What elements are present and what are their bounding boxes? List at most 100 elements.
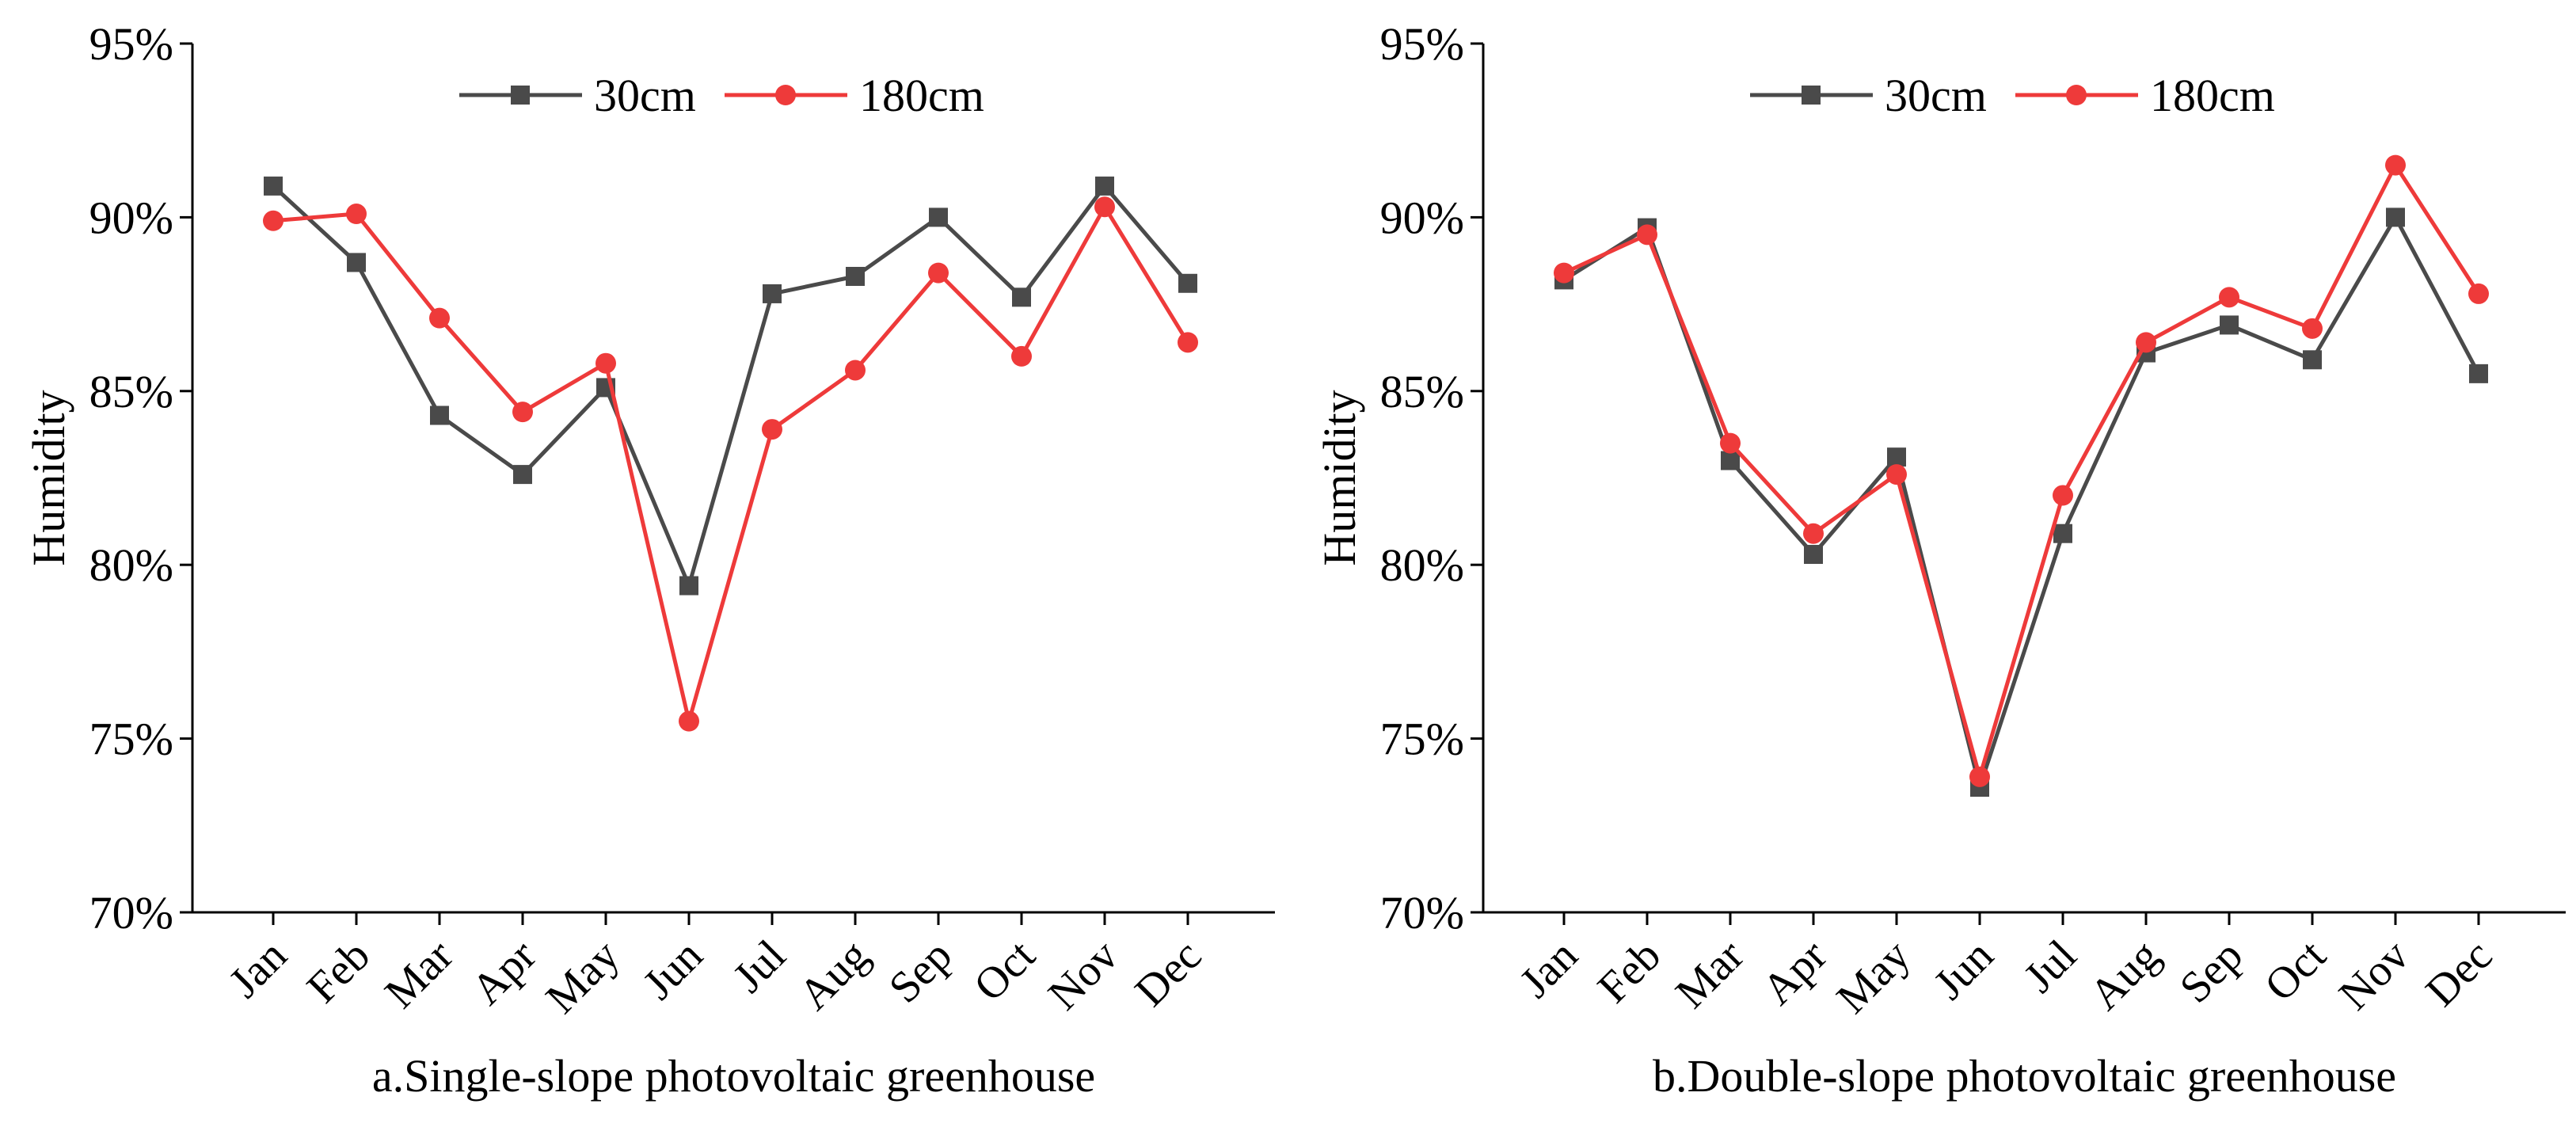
legend: 30cm 180cm — [459, 70, 984, 121]
x-tick-label: Aug — [790, 931, 878, 1019]
data-point-30cm — [846, 266, 865, 286]
y-axis-title: Humidity — [23, 390, 74, 565]
x-tick-label: Jun — [634, 931, 712, 1009]
data-point-30cm — [1887, 447, 1906, 467]
data-point-180cm — [512, 402, 533, 423]
x-tick-label: Apr — [462, 931, 546, 1015]
series-line-30cm — [1562, 215, 2481, 790]
x-tick-label: Jan — [1511, 931, 1588, 1007]
data-point-180cm — [595, 352, 616, 374]
x-tick-label: Mar — [375, 931, 462, 1018]
x-tick-label: Oct — [2255, 931, 2335, 1011]
data-point-180cm — [928, 262, 949, 284]
x-tick-label: Nov — [2330, 931, 2418, 1019]
data-point-180cm — [2219, 287, 2239, 308]
data-point-180cm — [1969, 766, 1990, 787]
legend-marker-30cm — [511, 86, 530, 105]
series-line-180cm — [1562, 163, 2481, 779]
x-tick-label: Jun — [1924, 931, 2003, 1009]
x-tick-label: Sep — [2171, 931, 2252, 1012]
y-tick-label: 85% — [89, 366, 173, 417]
data-point-180cm — [2053, 485, 2073, 506]
data-point-30cm — [1721, 451, 1740, 470]
data-point-180cm — [263, 210, 283, 231]
data-point-180cm — [1011, 345, 1032, 367]
data-point-180cm — [1803, 523, 1824, 544]
series-30cm — [1554, 207, 2488, 798]
data-point-30cm — [1178, 273, 1197, 293]
x-tick-label: May — [537, 931, 629, 1022]
x-tick-label: Dec — [1126, 931, 1212, 1016]
data-point-180cm — [2468, 283, 2489, 304]
y-tick-label: 85% — [1380, 366, 1464, 417]
x-tick-label: Jul — [2015, 931, 2086, 1002]
data-point-30cm — [513, 465, 532, 485]
data-point-180cm — [1094, 196, 1115, 218]
data-point-180cm — [845, 360, 866, 381]
data-point-180cm — [2136, 332, 2156, 353]
series-30cm — [264, 176, 1197, 596]
legend-label-30cm: 30cm — [1885, 70, 1987, 121]
y-axis-title: Humidity — [1314, 390, 1365, 565]
data-point-30cm — [2386, 207, 2405, 227]
y-tick-label: 80% — [89, 539, 173, 591]
y-tick-label: 75% — [1380, 714, 1464, 765]
x-tick-label: Mar — [1666, 931, 1753, 1018]
y-tick-label: 95% — [89, 18, 173, 70]
data-point-30cm — [2220, 315, 2239, 335]
x-tick-label: Sep — [880, 931, 961, 1012]
data-point-30cm — [763, 284, 782, 303]
data-point-30cm — [1804, 545, 1823, 565]
data-point-180cm — [2302, 318, 2323, 339]
data-point-180cm — [762, 419, 782, 440]
data-point-180cm — [2385, 154, 2406, 176]
legend-marker-180cm — [775, 85, 796, 105]
x-tick-label: Oct — [965, 931, 1044, 1011]
data-point-180cm — [1637, 224, 1657, 246]
data-point-30cm — [430, 405, 449, 425]
data-point-180cm — [1178, 332, 1198, 353]
data-point-180cm — [1886, 464, 1907, 485]
data-point-30cm — [679, 576, 698, 596]
y-tick-label: 75% — [89, 714, 173, 765]
data-point-30cm — [1012, 287, 1031, 307]
x-tick-label: Nov — [1039, 931, 1128, 1019]
x-tick-label: Apr — [1753, 931, 1837, 1015]
legend-label-30cm: 30cm — [594, 70, 696, 121]
x-tick-label: Dec — [2417, 931, 2502, 1016]
data-point-30cm — [2303, 350, 2322, 370]
y-tick-label: 90% — [89, 192, 173, 243]
x-tick-label: Aug — [2080, 931, 2169, 1019]
legend-label-180cm: 180cm — [859, 70, 984, 121]
data-point-30cm — [347, 253, 366, 272]
x-tick-label: Feb — [298, 931, 379, 1012]
x-tick-label: May — [1828, 931, 1920, 1022]
data-point-30cm — [1095, 176, 1114, 196]
chart-caption: a.Single-slope photovoltaic greenhouse — [372, 1050, 1095, 1102]
series-line-30cm — [272, 184, 1189, 588]
data-point-30cm — [929, 207, 948, 227]
data-point-180cm — [346, 204, 367, 225]
legend-marker-180cm — [2066, 85, 2087, 105]
series-180cm — [263, 196, 1198, 732]
series-180cm — [1554, 154, 2489, 787]
y-tick-label: 90% — [1380, 192, 1464, 243]
legend-label-180cm: 180cm — [2150, 70, 2275, 121]
data-point-30cm — [2469, 364, 2488, 383]
data-point-30cm — [264, 176, 283, 196]
legend-marker-30cm — [1802, 86, 1821, 105]
data-point-30cm — [2053, 523, 2072, 543]
x-tick-label: Jan — [220, 931, 297, 1007]
y-tick-label: 80% — [1380, 539, 1464, 591]
x-tick-label: Jul — [724, 931, 795, 1002]
legend: 30cm 180cm — [1750, 70, 2275, 121]
data-point-180cm — [1720, 432, 1741, 454]
series-line-180cm — [272, 204, 1190, 724]
y-tick-label: 70% — [1380, 887, 1464, 938]
x-tick-label: Feb — [1589, 931, 1670, 1012]
y-tick-label: 95% — [1380, 18, 1464, 70]
